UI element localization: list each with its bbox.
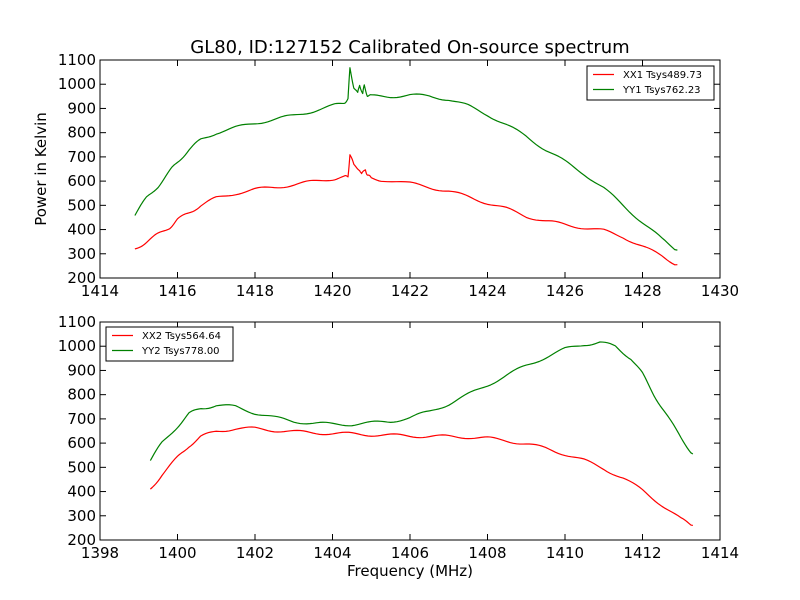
bottom-ytick-label: 400 [67,483,96,501]
top-plot-frame [99,59,721,279]
bottom-plot-frame [99,321,721,541]
top-ytick-label: 400 [67,221,96,239]
top-legend-label-xx1: XX1 Tsys489.73 [623,70,702,81]
bottom-xtick-label: 1404 [313,544,351,562]
top-xtick-label: 1418 [236,282,274,300]
top-plot-series [134,67,678,266]
top-xtick-label: 1426 [546,282,584,300]
bottom-xtick-label: 1414 [701,544,739,562]
top-xtick-label: 1416 [158,282,196,300]
bottom-plot-legend-box [105,326,234,362]
bottom-plot: 1398 1400 1402 1404 1406 1408 1410 1412 1414 200 3… [58,313,739,580]
top-xtick-label: 1430 [701,282,739,300]
bottom-xtick-label: 1406 [391,544,429,562]
bottom-xtick-label: 1398 [81,544,119,562]
bottom-ytick-label: 1000 [58,337,96,355]
bottom-ytick-label: 1100 [58,313,96,331]
bottom-series-line-1 [149,426,693,527]
bottom-ytick-label: 700 [67,410,96,428]
bottom-ytick-label: 600 [67,434,96,452]
bottom-ytick-label: 300 [67,507,96,525]
top-ytick-label: 1000 [58,75,96,93]
bottom-plot-series [149,341,694,527]
top-ytick-label: 600 [67,172,96,190]
top-ytick-label: 500 [67,196,96,214]
top-plot-title: GL80, ID:127152 Calibrated On-source spe… [190,37,629,58]
bottom-legend-label-xx2: XX2 Tsys564.64 [142,331,221,342]
top-ytick-label: 300 [67,245,96,263]
top-series-line-1 [134,154,678,266]
top-legend-label-yy1: YY1 Tsys762.23 [622,85,701,96]
bottom-plot-legend: XX2 Tsys564.64 YY2 Tsys778.00 [105,326,234,362]
bottom-xtick-label: 1410 [546,544,584,562]
bottom-plot-ticks: 1398 1400 1402 1404 1406 1408 1410 1412 1414 200 3… [58,313,739,562]
bottom-ytick-label: 900 [67,361,96,379]
top-xtick-label: 1428 [623,282,661,300]
top-xtick-label: 1424 [468,282,506,300]
bottom-legend-label-yy2: YY2 Tsys778.00 [141,346,220,357]
top-ytick-label: 200 [67,269,96,287]
bottom-ytick-label: 800 [67,386,96,404]
top-plot-legend-box [586,65,715,101]
top-xtick-label: 1422 [391,282,429,300]
bottom-xtick-label: 1400 [158,544,196,562]
top-ytick-label: 900 [67,99,96,117]
bottom-plot-xlabel: Frequency (MHz) [347,562,473,580]
bottom-xtick-label: 1402 [236,544,274,562]
top-xtick-label: 1420 [313,282,351,300]
top-ytick-label: 800 [67,124,96,142]
top-plot-ylabel: Power in Kelvin [32,112,50,226]
top-plot-legend: XX1 Tsys489.73 YY1 Tsys762.23 [586,65,715,101]
top-series-line-2 [134,67,678,251]
bottom-xtick-label: 1412 [623,544,661,562]
top-ytick-label: 1100 [58,51,96,69]
top-ytick-label: 700 [67,148,96,166]
bottom-xtick-label: 1408 [468,544,506,562]
top-plot-ticks: 1414 1416 1418 1420 1422 1424 1426 1428 1430 200 3… [58,51,739,300]
bottom-ytick-label: 200 [67,531,96,549]
bottom-ytick-label: 500 [67,458,96,476]
top-xtick-label: 1414 [81,282,119,300]
bottom-series-line-2 [149,341,694,461]
top-plot: GL80, ID:127152 Calibrated On-source spe… [32,37,739,300]
